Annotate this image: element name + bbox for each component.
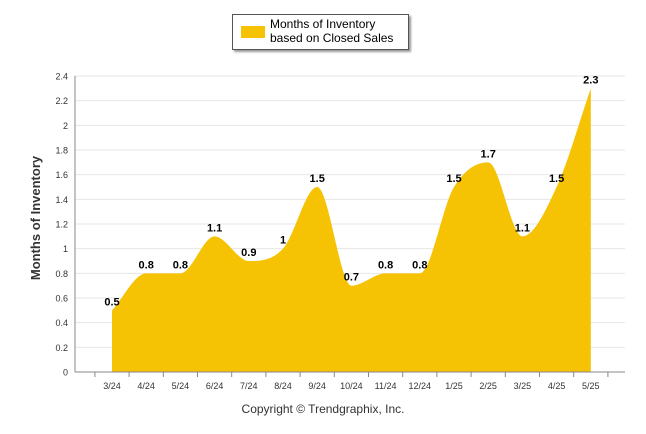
x-tick-label: 10/24	[340, 381, 363, 391]
y-tick-label: 2.2	[55, 96, 68, 106]
x-tick-label: 5/24	[172, 381, 190, 391]
data-label: 0.8	[173, 259, 188, 271]
y-tick-label: 0	[63, 368, 68, 378]
y-axis-label: Months of Inventory	[28, 155, 43, 280]
x-tick-labels: 3/24 4/24 5/24 6/24 7/24 8/24 9/24 10/24 11/24 12…	[103, 381, 599, 391]
data-label: 1.7	[481, 148, 496, 160]
area-fill	[112, 88, 591, 372]
y-tick-labels: 0 0.2 0.4 0.6 0.8 1 1.2 1.4 1.6 1.8 2 2.2 2.4	[55, 72, 68, 378]
data-label: 1.5	[549, 173, 564, 185]
y-tick-label: 0.2	[55, 343, 68, 353]
copyright-text: Copyright © Trendgraphix, Inc.	[241, 402, 405, 416]
data-label: 0.8	[139, 259, 154, 271]
data-label: 0.7	[344, 272, 359, 284]
y-tick-label: 2	[63, 121, 68, 131]
data-label: 1.5	[310, 173, 325, 185]
x-tick-label: 9/24	[308, 381, 326, 391]
x-tick-label: 4/25	[548, 381, 566, 391]
y-tick-label: 0.8	[55, 269, 68, 279]
x-tick-label: 8/24	[274, 381, 292, 391]
x-tick-label: 4/24	[137, 381, 155, 391]
data-label: 2.3	[583, 74, 598, 86]
legend-label: Months of Inventory based on Closed Sale…	[270, 17, 394, 45]
y-tick-label: 2.4	[55, 72, 68, 82]
x-tick-label: 7/24	[240, 381, 258, 391]
data-label: 1	[280, 235, 286, 247]
data-labels: 0.5 0.8 0.8 1.1 0.9 1 1.5 0.7 0.8 0.8 1.5 1.7 1.1 1.5…	[104, 74, 598, 308]
data-label: 1.1	[207, 222, 222, 234]
data-label: 0.5	[104, 296, 119, 308]
legend-swatch	[241, 26, 265, 38]
data-label: 1.5	[446, 173, 461, 185]
area-series	[112, 88, 591, 372]
data-label: 0.8	[412, 259, 427, 271]
y-tick-label: 0.6	[55, 294, 68, 304]
y-tick-label: 0.4	[55, 318, 68, 328]
x-tick-label: 1/25	[445, 381, 463, 391]
x-tick-label: 2/25	[479, 381, 497, 391]
axes	[74, 76, 625, 377]
x-tick-label: 5/25	[582, 381, 600, 391]
legend: Months of Inventory based on Closed Sale…	[232, 14, 409, 50]
data-label: 1.1	[515, 222, 530, 234]
x-tick-label: 12/24	[409, 381, 432, 391]
x-tick-label: 6/24	[206, 381, 224, 391]
data-label: 0.8	[378, 259, 393, 271]
y-tick-label: 1	[63, 244, 68, 254]
y-tick-label: 1.8	[55, 146, 68, 156]
y-tick-label: 1.2	[55, 220, 68, 230]
x-tick-label: 3/24	[103, 381, 121, 391]
x-tick-label: 3/25	[514, 381, 532, 391]
x-tick-label: 11/24	[375, 381, 397, 391]
y-tick-label: 1.6	[55, 170, 68, 180]
data-label: 0.9	[241, 247, 256, 259]
y-tick-label: 1.4	[55, 195, 68, 205]
